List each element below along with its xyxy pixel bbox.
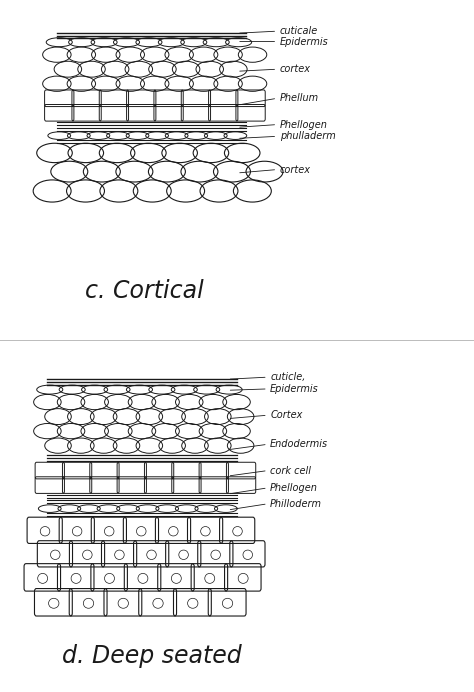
Text: d. Deep seated: d. Deep seated <box>62 644 241 668</box>
Text: Phellogen: Phellogen <box>280 120 328 129</box>
Text: Cortex: Cortex <box>270 410 302 420</box>
Text: cuticle,: cuticle, <box>270 372 306 382</box>
Text: Epidermis: Epidermis <box>270 384 319 394</box>
Text: phulladerm: phulladerm <box>280 131 336 141</box>
Text: Phellum: Phellum <box>280 93 319 103</box>
Text: Epidermis: Epidermis <box>280 37 328 46</box>
Text: cork cell: cork cell <box>270 466 311 475</box>
Text: cortex: cortex <box>280 165 310 174</box>
Text: Endodermis: Endodermis <box>270 439 328 449</box>
Text: cuticale: cuticale <box>280 26 318 36</box>
Text: Philloderm: Philloderm <box>270 499 322 509</box>
Text: Phellogen: Phellogen <box>270 483 318 493</box>
Text: c. Cortical: c. Cortical <box>85 279 204 302</box>
Text: cortex: cortex <box>280 64 310 74</box>
